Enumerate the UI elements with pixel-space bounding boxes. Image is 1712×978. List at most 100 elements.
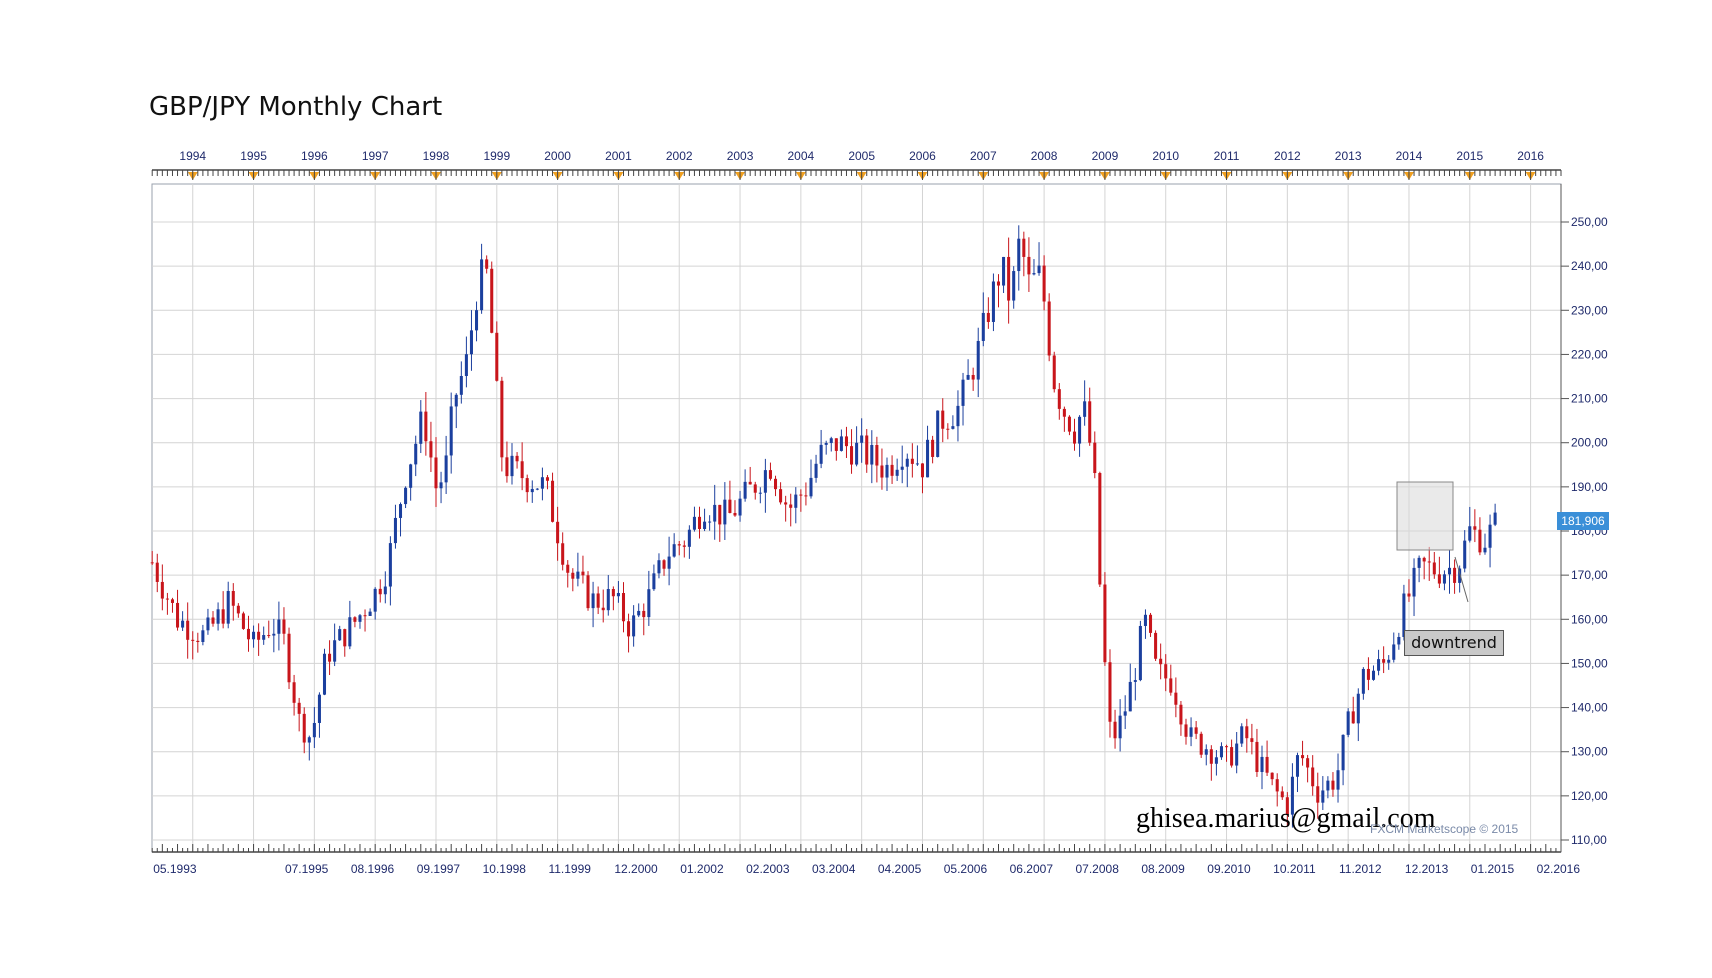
candle-body [378, 588, 382, 595]
candle-body [662, 560, 666, 569]
candle-body [895, 469, 899, 476]
candle-body [257, 631, 261, 640]
candle-body [1103, 584, 1107, 663]
year-tick-label: 2005 [848, 149, 875, 163]
date-tick-label: 05.1993 [153, 862, 197, 876]
source-watermark: FXCM Marketscope © 2015 [1370, 822, 1519, 836]
candle-body [1458, 568, 1462, 583]
year-tick-label: 2002 [666, 149, 693, 163]
candle-body [784, 502, 788, 505]
candle-body [454, 394, 458, 407]
author-email: ghisea.marius@gmail.com [1136, 803, 1436, 834]
candle-body [946, 428, 950, 430]
candle-body [566, 564, 570, 573]
candle-body [1422, 557, 1426, 562]
candle-body [672, 544, 676, 557]
candle-body [434, 457, 438, 489]
bottom-date-axis: 05.1993 07.1995 08.1996 09.1997 10.1998 11.19… [151, 844, 1580, 876]
candle-body [1301, 755, 1305, 759]
candle-body [287, 633, 291, 683]
candle-body [1377, 659, 1381, 671]
candle-body [910, 458, 914, 464]
candle-body [241, 613, 245, 629]
candle-body [743, 481, 747, 499]
candle-body [621, 592, 626, 622]
trend-arrow-line [1454, 556, 1469, 603]
candle-body [1098, 473, 1102, 585]
candle-body [682, 545, 686, 547]
candle-body [591, 593, 595, 609]
candle-body [1493, 512, 1497, 525]
chart-title: GBP/JPY Monthly Chart [149, 92, 443, 122]
candle-body [272, 633, 276, 636]
candle-body [1351, 711, 1355, 724]
candle-body [262, 635, 266, 640]
candle-body [292, 682, 296, 703]
candle-body [677, 544, 681, 546]
top-axis-band [152, 152, 1561, 184]
candle-body [398, 504, 403, 518]
candle-body [1356, 693, 1360, 724]
candle-body [1072, 431, 1077, 444]
candle-body [1483, 547, 1487, 553]
candle-body [1397, 636, 1401, 645]
candle-body [338, 629, 342, 641]
candle-body [267, 635, 271, 637]
candle-body [1209, 749, 1213, 764]
candle-body [865, 435, 869, 465]
candle-body [961, 379, 965, 406]
candle-body [966, 374, 970, 380]
candle-body [915, 463, 919, 465]
date-tick-label: 07.1995 [285, 862, 329, 876]
candle-body [870, 444, 874, 465]
candle-body [920, 463, 925, 478]
year-tick-label: 2009 [1092, 149, 1119, 163]
candle-body [1240, 726, 1244, 744]
candle-body [1164, 664, 1168, 679]
candle-body [150, 562, 154, 564]
candle-body [931, 439, 935, 457]
candle-body [824, 442, 828, 445]
candle-body [971, 374, 975, 380]
candle-body [647, 589, 651, 618]
candle-body [170, 599, 174, 603]
date-tick-label: 06.2007 [1010, 862, 1054, 876]
price-tick-label: 120,00 [1571, 789, 1608, 803]
candle-body [637, 610, 641, 616]
candle-body [545, 477, 549, 481]
candle-body [1062, 408, 1066, 417]
candle-body [1230, 747, 1234, 766]
candle-body [1382, 659, 1386, 663]
candle-body [1387, 659, 1391, 663]
candle-body [1235, 743, 1239, 766]
candle-body [1407, 593, 1411, 597]
date-tick-label: 09.2010 [1207, 862, 1251, 876]
candle-body [480, 259, 484, 311]
candle-body [1371, 670, 1376, 680]
candle-body [1463, 540, 1467, 569]
candle-body [1478, 529, 1482, 553]
candle-body [581, 571, 585, 576]
candle-body [165, 598, 169, 600]
candle-body [1275, 779, 1279, 792]
date-tick-label: 05.2006 [944, 862, 988, 876]
price-tick-label: 230,00 [1571, 303, 1608, 317]
candle-body [855, 442, 859, 465]
candle-body [449, 406, 453, 456]
year-tick-label: 2014 [1396, 149, 1423, 163]
candle-body [383, 586, 387, 595]
candle-body [424, 411, 428, 442]
candle-body [409, 464, 413, 488]
candle-body [773, 478, 778, 490]
candle-body [1194, 727, 1198, 734]
year-tick-label: 1995 [240, 149, 267, 163]
year-tick-label: 1997 [362, 149, 389, 163]
date-tick-label: 10.2011 [1273, 862, 1316, 876]
candle-body [297, 702, 301, 714]
candle-body [1468, 526, 1472, 541]
candle-body [616, 592, 620, 597]
candle-body [221, 609, 225, 624]
candle-body [358, 615, 362, 622]
candle-body [723, 499, 727, 525]
